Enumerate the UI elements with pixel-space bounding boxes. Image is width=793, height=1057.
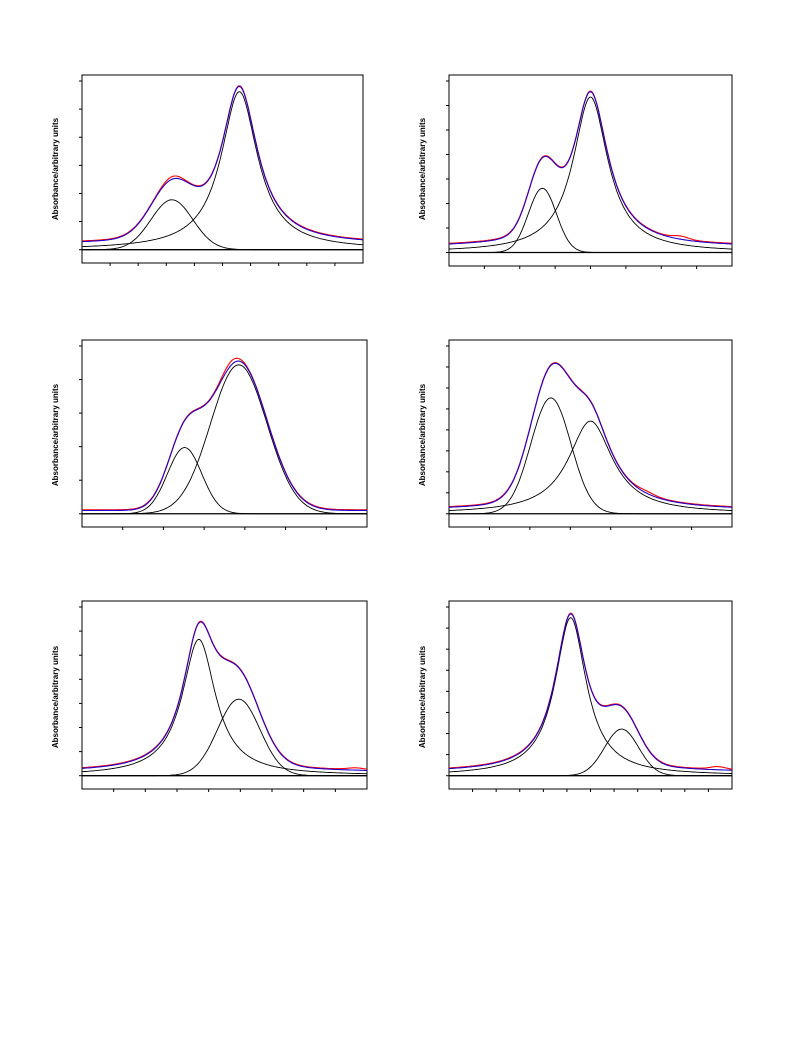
component-peak-1 xyxy=(82,447,367,515)
y-axis-label: Absorbance/arbitrary units xyxy=(51,117,60,220)
plot-frame xyxy=(448,74,733,267)
plot-frame xyxy=(81,339,368,528)
component-peak-1 xyxy=(81,638,367,775)
component-peak-2 xyxy=(449,96,732,250)
component-peak-1 xyxy=(449,187,732,253)
fitted-spectrum xyxy=(448,613,732,771)
measured-spectrum xyxy=(448,362,733,508)
measured-spectrum xyxy=(82,357,367,511)
spectrum-panel-3: Absorbance/arbitrary units xyxy=(51,339,368,530)
measured-spectrum xyxy=(81,620,368,770)
y-axis-label: Absorbance/arbitrary units xyxy=(418,383,427,486)
fitted-spectrum xyxy=(449,362,732,508)
plot-frame xyxy=(448,339,733,528)
spectrum-panel-1: Absorbance/arbitrary units xyxy=(51,74,364,266)
component-peak-2 xyxy=(449,728,732,777)
y-axis-label: Absorbance/arbitrary units xyxy=(51,645,60,748)
spectrum-panel-2: Absorbance/arbitrary units xyxy=(418,74,733,269)
fitted-spectrum xyxy=(448,91,733,245)
measured-spectrum xyxy=(82,85,364,242)
y-axis-label: Absorbance/arbitrary units xyxy=(51,383,60,486)
y-axis-label: Absorbance/arbitrary units xyxy=(418,117,427,220)
component-peak-2 xyxy=(82,364,367,515)
fitted-spectrum xyxy=(82,360,367,512)
spectrum-panel-5: Absorbance/arbitrary units xyxy=(51,600,368,792)
spectrum-panel-4: Absorbance/arbitrary units xyxy=(418,339,733,530)
component-peak-2 xyxy=(449,420,732,511)
component-peak-2 xyxy=(82,91,363,248)
fitted-spectrum xyxy=(82,85,364,243)
measured-spectrum xyxy=(449,612,733,770)
measured-spectrum xyxy=(448,90,733,244)
y-axis-label: Absorbance/arbitrary units xyxy=(418,645,427,748)
component-peak-1 xyxy=(449,397,732,515)
component-peak-2 xyxy=(82,698,367,777)
component-peak-1 xyxy=(82,199,363,251)
plot-frame xyxy=(448,600,733,790)
component-peak-1 xyxy=(449,617,732,774)
fitted-spectrum xyxy=(81,621,367,771)
plot-frame xyxy=(81,600,368,790)
spectrum-panel-6: Absorbance/arbitrary units xyxy=(418,600,733,792)
